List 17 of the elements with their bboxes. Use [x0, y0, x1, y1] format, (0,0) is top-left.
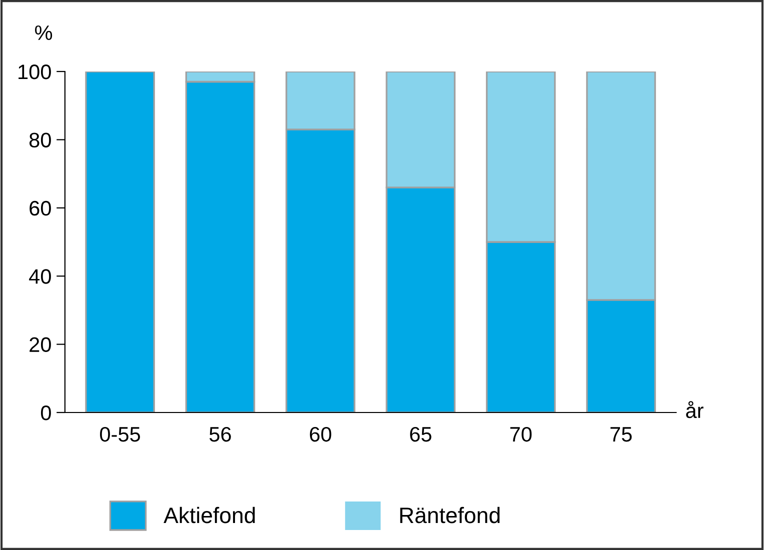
legend-label: Räntefond: [400, 506, 500, 524]
y-tick-label: 0: [40, 406, 51, 420]
y-tick-label: 60: [30, 200, 51, 216]
x-tick-label: 70: [510, 426, 532, 442]
legend-label: Aktiefond: [164, 506, 255, 524]
y-tick-label: 100: [18, 64, 51, 80]
x-tick-label: 0-55: [100, 426, 140, 442]
x-tick-label: 60: [310, 426, 332, 442]
x-tick-label: 65: [410, 426, 432, 442]
x-tick-label: 56: [209, 426, 231, 442]
y-tick-label: 20: [30, 337, 51, 352]
bar: [85, 72, 155, 412]
y-tick-label: 40: [29, 269, 51, 284]
x-axis-title: år: [686, 401, 704, 418]
x-tick-label: 75: [610, 427, 632, 442]
y-tick-label: 80: [29, 132, 51, 148]
y-axis-title: %: [35, 25, 52, 40]
